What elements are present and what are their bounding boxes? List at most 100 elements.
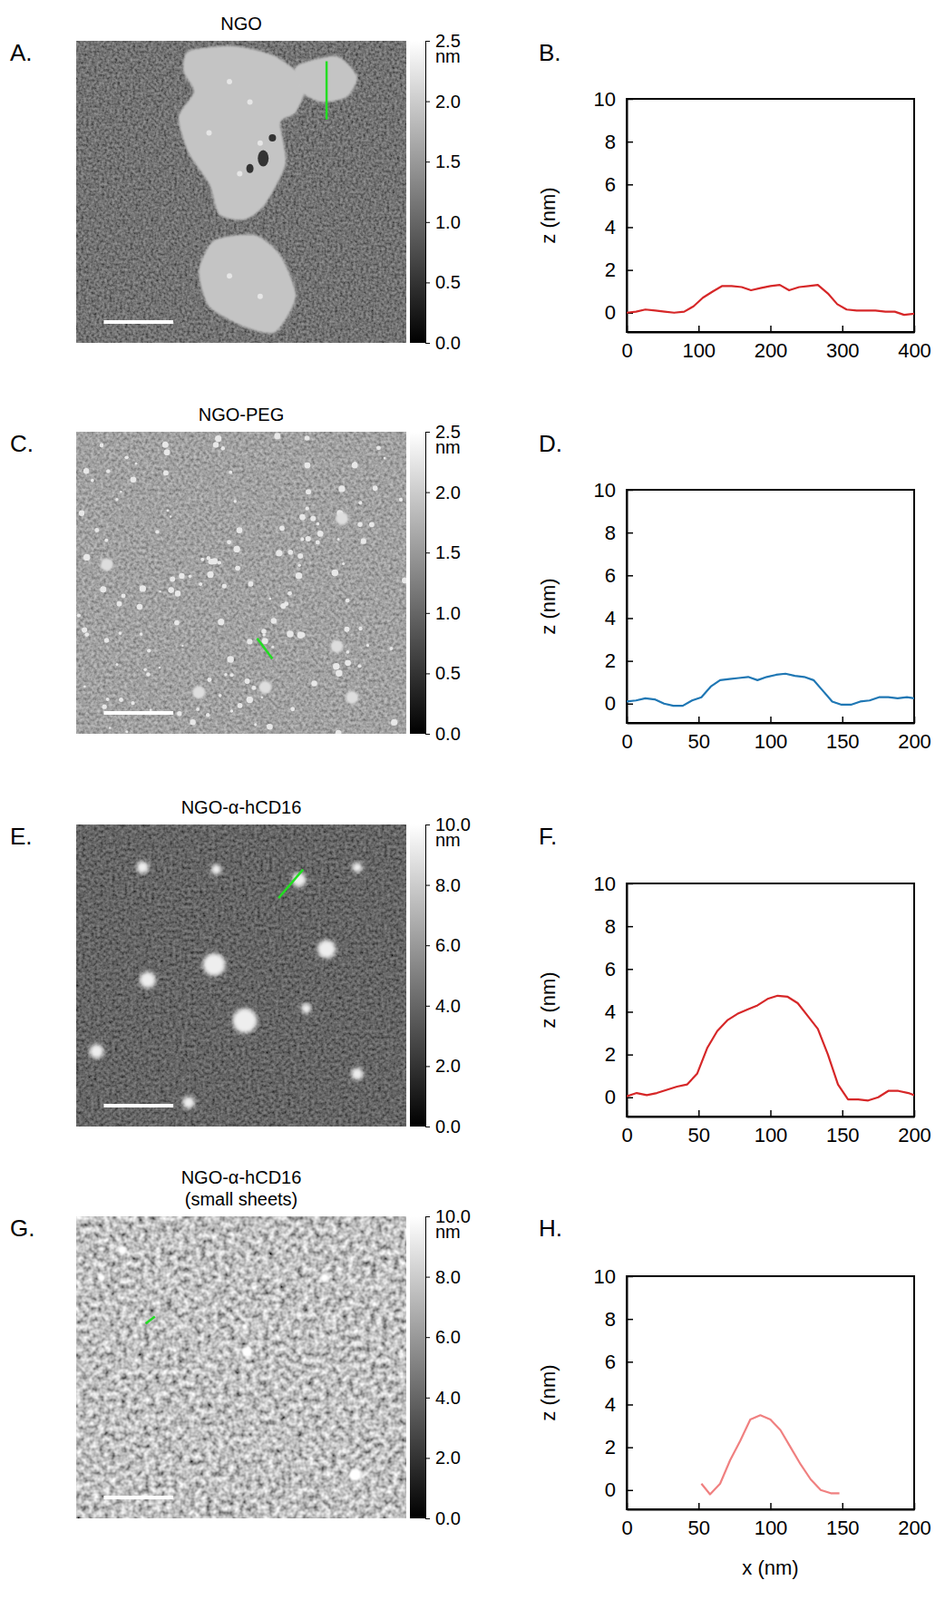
- afm-image: [76, 824, 407, 1127]
- y-tick: 8: [604, 1307, 634, 1331]
- particle: [233, 545, 240, 553]
- x-tick-label: 100: [681, 339, 716, 362]
- streak: [316, 1071, 358, 1075]
- particle: [401, 577, 407, 585]
- colorbar-tick-mark: [425, 1518, 430, 1520]
- scale-bar: [103, 1495, 174, 1500]
- colorbar-tick-mark: [425, 40, 430, 42]
- y-tick-mark: [626, 1361, 634, 1364]
- particle: [108, 726, 111, 729]
- particle: [316, 522, 321, 527]
- particle: [337, 537, 341, 541]
- colorbar-tick-mark: [425, 342, 430, 344]
- particle: [174, 620, 180, 626]
- particle: [98, 1274, 106, 1281]
- y-tick: 0: [604, 1478, 634, 1501]
- colorbar-title: nm: [435, 46, 461, 67]
- x-tick-label: 400: [897, 339, 932, 362]
- x-tick-mark: [698, 716, 701, 723]
- panel-label: D.: [538, 429, 563, 458]
- particle: [369, 521, 375, 527]
- y-tick-label: 6: [604, 957, 616, 981]
- y-tick-mark: [626, 1403, 634, 1406]
- colorbar-axis: 0.00.51.01.52.02.5: [425, 30, 461, 353]
- x-tick-label: 0: [621, 1516, 633, 1540]
- particle: [104, 537, 108, 542]
- speckle: [236, 171, 243, 177]
- particle: [271, 645, 274, 649]
- colorbar-edge: [425, 825, 427, 1128]
- y-tick: 0: [604, 691, 634, 715]
- particle: [268, 596, 272, 600]
- x-tick: 50: [688, 716, 711, 753]
- colorbar-tick: 1.5: [425, 542, 461, 563]
- particle: [345, 650, 350, 654]
- y-tick-mark: [626, 141, 634, 144]
- x-tick-label: 0: [621, 1123, 633, 1147]
- particle: [146, 648, 151, 653]
- panel-label: G.: [9, 1214, 35, 1242]
- afm-background: [76, 40, 407, 343]
- colorbar-tick: 2.0: [425, 1447, 461, 1468]
- colorbar: [409, 40, 426, 343]
- x-tick-label: 200: [897, 1123, 932, 1147]
- particle: [279, 525, 285, 531]
- colorbar-tick-label: 6.0: [435, 1326, 461, 1347]
- colorbar-tick-mark: [425, 1126, 430, 1128]
- y-tick-label: 0: [604, 691, 616, 715]
- colorbar-tick-mark: [425, 492, 430, 494]
- particle: [130, 701, 135, 705]
- y-tick: 6: [604, 957, 634, 981]
- particle: [83, 554, 90, 561]
- y-tick: 8: [604, 130, 634, 154]
- y-tick: 2: [604, 649, 634, 673]
- particle: [89, 1043, 105, 1059]
- particle: [121, 593, 127, 598]
- plot-frame: [626, 489, 915, 723]
- colorbar-tick-mark: [425, 552, 430, 554]
- particle: [90, 478, 95, 483]
- colorbar-tick-mark: [425, 431, 430, 433]
- colorbar-title: nm: [435, 437, 461, 458]
- particle: [206, 571, 214, 578]
- particle: [366, 643, 370, 647]
- colorbar-tick: 0.5: [425, 272, 461, 293]
- particle: [271, 617, 277, 624]
- x-tick-mark: [769, 716, 772, 723]
- x-tick: 150: [826, 1110, 860, 1147]
- colorbar-tick-label: 0.0: [435, 723, 461, 744]
- cluster: [330, 640, 343, 653]
- colorbar-edge: [425, 41, 427, 344]
- particle: [304, 506, 309, 510]
- afm-image: [76, 1216, 407, 1519]
- colorbar-tick-mark: [425, 1397, 430, 1399]
- colorbar-title: nm: [435, 1221, 461, 1242]
- x-tick-label: 300: [826, 339, 860, 362]
- particle: [99, 585, 107, 593]
- colorbar-title: nm: [435, 829, 461, 850]
- speckle: [226, 78, 233, 85]
- plot-area: [626, 995, 915, 1101]
- particle: [200, 557, 205, 562]
- profile-line: [146, 1315, 156, 1324]
- colorbar-tick-mark: [425, 945, 430, 946]
- cluster: [345, 691, 359, 704]
- particle: [77, 613, 81, 618]
- colorbar-tick-mark: [425, 824, 430, 826]
- x-tick: 300: [826, 325, 860, 362]
- particle: [331, 569, 340, 577]
- particle: [372, 485, 379, 491]
- particle: [286, 630, 294, 638]
- hole: [257, 150, 269, 167]
- x-tick-label: 150: [826, 1516, 860, 1540]
- particle: [233, 499, 238, 504]
- particle: [118, 631, 123, 635]
- y-tick-label: 6: [604, 1350, 616, 1374]
- colorbar-tick: 2.0: [425, 1055, 461, 1076]
- colorbar: [409, 431, 426, 734]
- y-tick-mark: [626, 269, 634, 272]
- plot-area: [626, 673, 915, 706]
- colorbar-tick: 6.0: [425, 935, 461, 955]
- y-tick-label: 10: [594, 1265, 616, 1288]
- speckle: [257, 293, 264, 300]
